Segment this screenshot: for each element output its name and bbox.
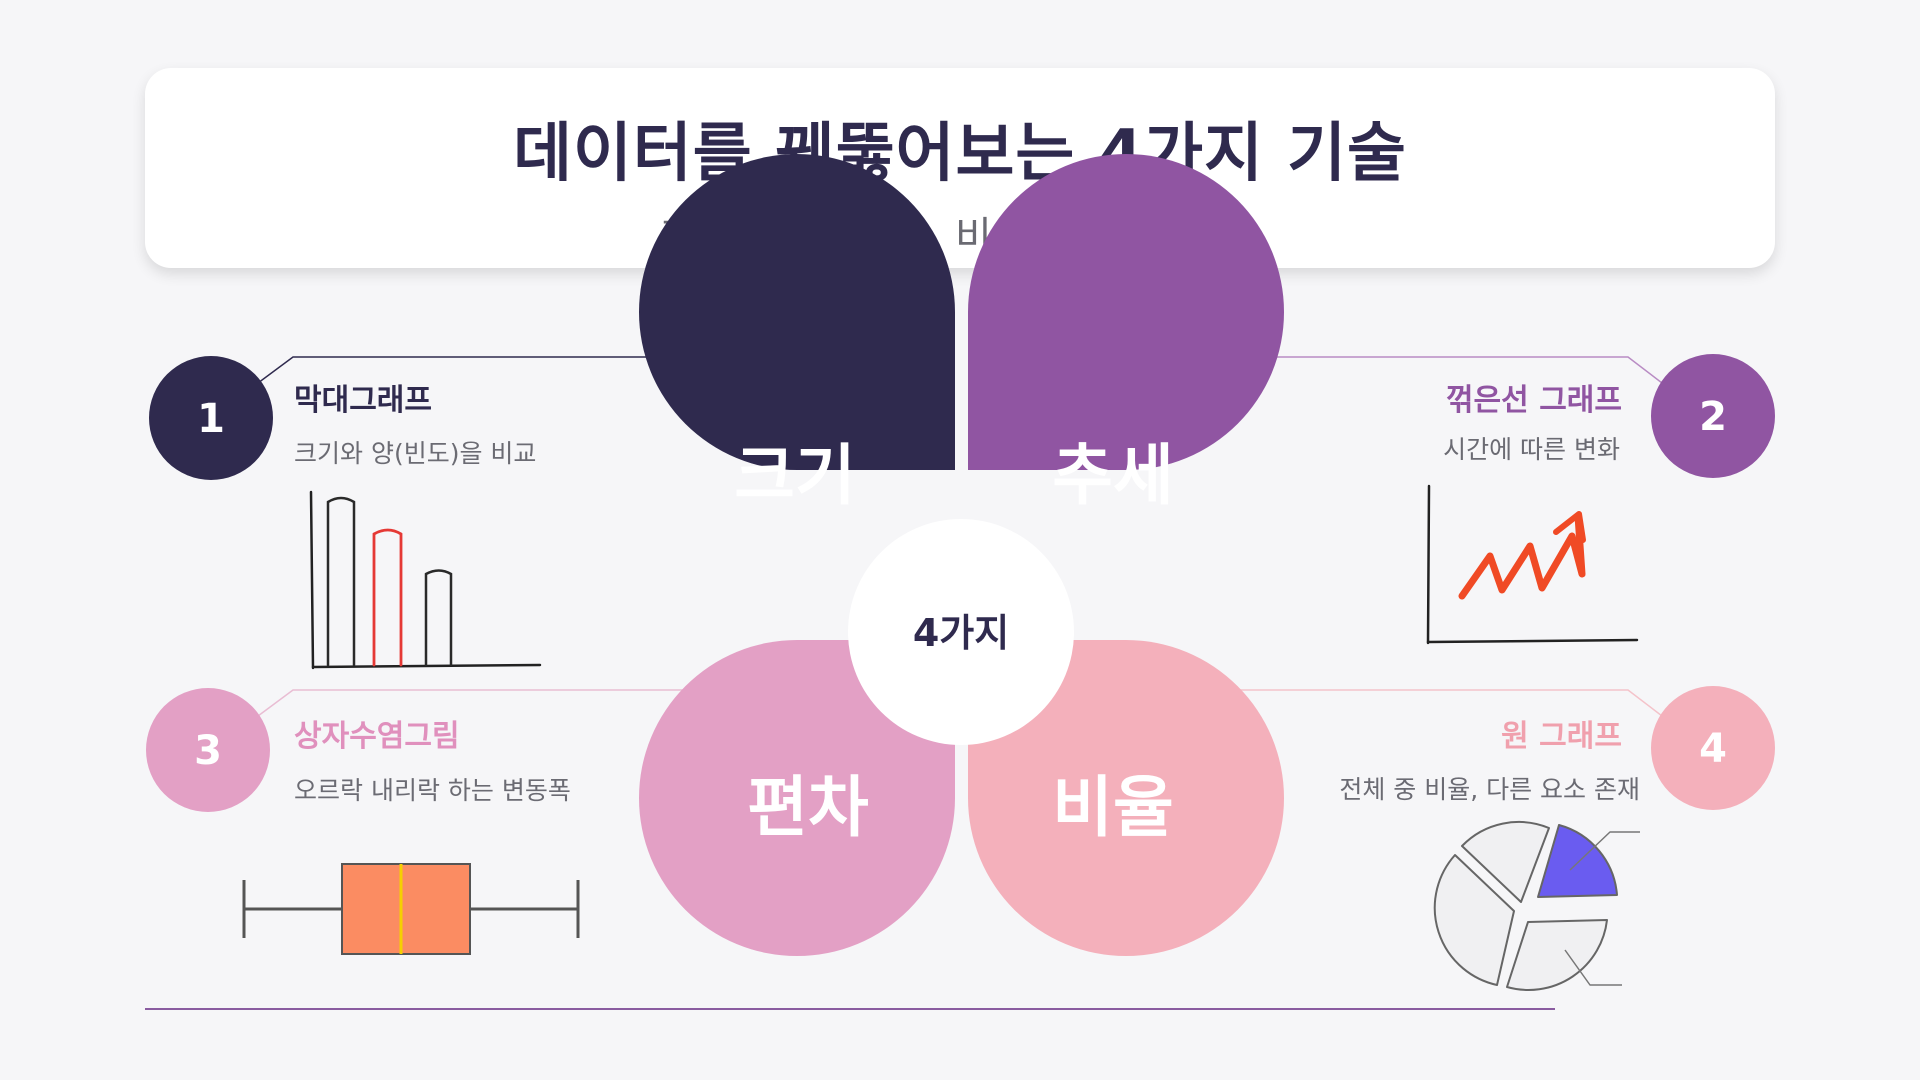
number-badge-1 <box>149 356 273 480</box>
number-badge-3 <box>146 688 270 812</box>
line-chart-icon <box>1426 484 1639 645</box>
petal-label-ratio: 비율 <box>1052 769 1173 846</box>
item-desc-1: 크기와 양(빈도)을 비교 <box>294 439 536 468</box>
item-desc-2: 시간에 따른 변화 <box>1443 435 1620 464</box>
petal-ratio <box>968 640 1284 956</box>
connector-line-1 <box>257 356 800 384</box>
number-label-3: 3 <box>194 728 222 774</box>
connector-line-4 <box>1120 689 1663 717</box>
number-label-2: 2 <box>1699 394 1727 440</box>
center-circle <box>848 519 1074 745</box>
petal-trend <box>968 154 1284 470</box>
item-title-4: 원 그래프 <box>1501 719 1622 754</box>
item-title-2: 꺾은선 그래프 <box>1446 383 1622 418</box>
petal-label-deviation: 편차 <box>747 769 868 846</box>
number-badge-2 <box>1651 354 1775 478</box>
item-desc-4: 전체 중 비율, 다른 요소 존재 <box>1339 775 1640 804</box>
pie-chart-icon <box>1433 820 1640 991</box>
number-label-1: 1 <box>197 396 225 442</box>
connector-line-2 <box>1120 356 1663 384</box>
number-label-4: 4 <box>1699 726 1727 772</box>
petal-label-size: 크기 <box>734 437 855 514</box>
item-desc-3: 오르락 내리락 하는 변동폭 <box>294 776 571 805</box>
header-card: 데이터를 꿰뚫어보는 4가지 기술 크기, 추세, 편차, 비율에 주목하세요 <box>145 68 1775 268</box>
page-title: 데이터를 꿰뚫어보는 4가지 기술 <box>513 117 1407 191</box>
petal-deviation <box>639 640 955 956</box>
petal-label-trend: 추세 <box>1052 437 1173 514</box>
number-badge-4 <box>1651 686 1775 810</box>
box-plot-icon <box>242 863 580 955</box>
petal-size <box>639 154 955 470</box>
bar-chart-icon <box>309 490 542 670</box>
item-title-3: 상자수염그림 <box>294 719 460 754</box>
item-title-1: 막대그래프 <box>294 383 432 418</box>
connector-line-3 <box>257 689 800 717</box>
center-label: 4가지 <box>913 611 1009 655</box>
